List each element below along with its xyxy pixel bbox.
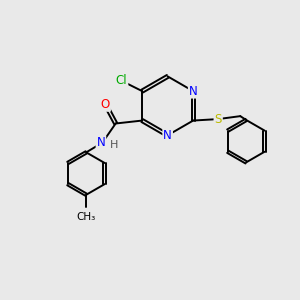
Text: N: N	[163, 129, 172, 142]
Text: O: O	[101, 98, 110, 111]
Text: H: H	[110, 140, 118, 150]
Text: Cl: Cl	[116, 74, 127, 87]
Text: N: N	[97, 136, 105, 149]
Text: CH₃: CH₃	[76, 212, 96, 222]
Text: N: N	[189, 85, 197, 98]
Text: S: S	[214, 112, 222, 126]
